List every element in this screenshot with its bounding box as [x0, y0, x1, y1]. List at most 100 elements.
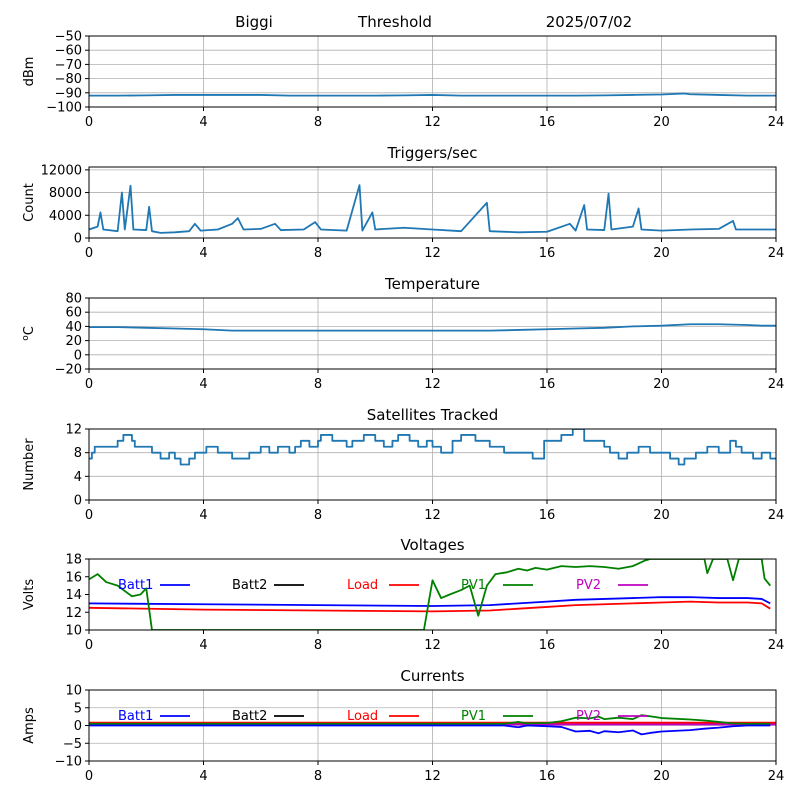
x-tick-label: 20 — [653, 508, 670, 523]
chart-triggers: 0 4 8 12 16 20 24 0 4000 8000 12000 Triggers/sec Cou… — [22, 144, 784, 261]
series-line — [89, 92, 776, 97]
x-tick-label: 24 — [768, 246, 785, 261]
panel-title: Satellites Tracked — [367, 406, 498, 424]
x-tick-label: 20 — [653, 769, 670, 784]
y-tick-label: 4 — [74, 470, 82, 485]
y-tick-label: 10 — [65, 624, 82, 639]
legend-label-pv2: PV2 — [576, 709, 601, 724]
x-tick-label: 8 — [314, 115, 322, 130]
y-tick-label: −80 — [55, 72, 82, 87]
series-line-batt1 — [89, 596, 771, 607]
legend-label-load: Load — [347, 709, 378, 724]
y-tick-label: 40 — [65, 320, 82, 335]
x-tick-label: 4 — [199, 115, 207, 130]
y-tick-label: −70 — [55, 58, 82, 73]
y-tick-label: 10 — [65, 684, 82, 699]
x-tick-label: 4 — [199, 508, 207, 523]
y-tick-label: 16 — [65, 570, 82, 585]
legend-label-batt1: Batt1 — [118, 578, 153, 593]
series-line — [89, 323, 776, 332]
y-tick-label: 14 — [65, 588, 82, 603]
y-tick-label: −60 — [55, 44, 82, 59]
x-tick-label: 12 — [424, 638, 441, 653]
y-tick-label: 8000 — [49, 186, 82, 201]
legend-label-batt1: Batt1 — [118, 709, 153, 724]
x-tick-label: 20 — [653, 246, 670, 261]
series-line — [89, 184, 776, 234]
x-tick-label: 0 — [85, 638, 93, 653]
plot-frame — [88, 558, 777, 631]
x-tick-label: 20 — [653, 115, 670, 130]
header-site: Biggi — [235, 13, 273, 31]
chart-voltages: Batt1 Batt2 Load PV1 PV2 0 4 8 12 16 20 24 10 12 14 16 1… — [22, 536, 784, 653]
x-tick-label: 4 — [199, 246, 207, 261]
y-tick-label: −20 — [55, 363, 82, 378]
series-line-batt1 — [89, 724, 771, 736]
legend-label-pv2: PV2 — [576, 578, 601, 593]
x-tick-label: 12 — [424, 377, 441, 392]
x-tick-label: 4 — [199, 377, 207, 392]
x-tick-label: 0 — [85, 769, 93, 784]
chart-threshold: 0 4 8 12 16 20 24 −100−90−80−70−60−50 dBm — [22, 30, 784, 131]
x-tick-label: 16 — [539, 769, 556, 784]
y-tick-label: 5 — [74, 701, 82, 716]
x-tick-label: 16 — [539, 377, 556, 392]
y-tick-label: 0 — [74, 719, 82, 734]
y-tick-label: 12000 — [41, 163, 82, 178]
panel-title: Currents — [400, 667, 464, 685]
x-tick-label: 24 — [768, 769, 785, 784]
y-tick-label: 20 — [65, 334, 82, 349]
y-tick-label: 12 — [65, 423, 82, 438]
x-tick-label: 12 — [424, 769, 441, 784]
x-tick-label: 16 — [539, 115, 556, 130]
x-tick-label: 24 — [768, 638, 785, 653]
series-line-pv1 — [89, 714, 771, 725]
celsius-letter: C — [22, 326, 37, 335]
header: Biggi Threshold 2025/07/02 — [235, 13, 632, 31]
x-tick-label: 0 — [85, 508, 93, 523]
y-axis-label: Amps — [22, 707, 37, 744]
degree-superscript: o — [21, 335, 31, 341]
x-tick-label: 24 — [768, 115, 785, 130]
y-tick-label: −5 — [63, 737, 82, 752]
y-tick-label: −90 — [55, 86, 82, 101]
y-axis-label: Number — [22, 438, 37, 491]
x-tick-label: 24 — [768, 508, 785, 523]
x-tick-label: 12 — [424, 115, 441, 130]
x-tick-label: 0 — [85, 377, 93, 392]
x-tick-label: 8 — [314, 508, 322, 523]
y-tick-label: 0 — [74, 232, 82, 247]
y-tick-label: 80 — [65, 292, 82, 307]
y-tick-label: 18 — [65, 553, 82, 568]
y-tick-label: 8 — [74, 446, 82, 461]
x-tick-label: 0 — [85, 115, 93, 130]
chart-currents: Batt1 Batt2 Load PV1 PV2 0 4 8 12 16 20 24 −10 −5 0 5 10… — [22, 667, 784, 784]
y-tick-label: 4000 — [49, 209, 82, 224]
y-axis-label: oC — [21, 326, 37, 341]
y-tick-label: 60 — [65, 306, 82, 321]
header-mode: Threshold — [357, 13, 432, 31]
x-tick-label: 16 — [539, 508, 556, 523]
panel-title: Temperature — [384, 275, 480, 293]
x-tick-label: 4 — [199, 638, 207, 653]
legend-label-batt2: Batt2 — [232, 709, 267, 724]
y-tick-label: −50 — [55, 30, 82, 45]
x-tick-label: 0 — [85, 246, 93, 261]
y-axis-label: dBm — [22, 57, 37, 87]
y-axis-label: Volts — [22, 579, 37, 611]
x-tick-label: 8 — [314, 246, 322, 261]
series-line — [89, 429, 776, 466]
y-tick-label: −10 — [55, 755, 82, 770]
y-tick-label: 12 — [65, 606, 82, 621]
x-tick-label: 20 — [653, 377, 670, 392]
y-tick-label: 0 — [74, 348, 82, 363]
series-line-pv1 — [89, 559, 771, 630]
x-tick-label: 16 — [539, 638, 556, 653]
x-tick-label: 12 — [424, 246, 441, 261]
x-tick-label: 4 — [199, 769, 207, 784]
x-tick-label: 8 — [314, 377, 322, 392]
x-tick-label: 24 — [768, 377, 785, 392]
legend-label-batt2: Batt2 — [232, 578, 267, 593]
